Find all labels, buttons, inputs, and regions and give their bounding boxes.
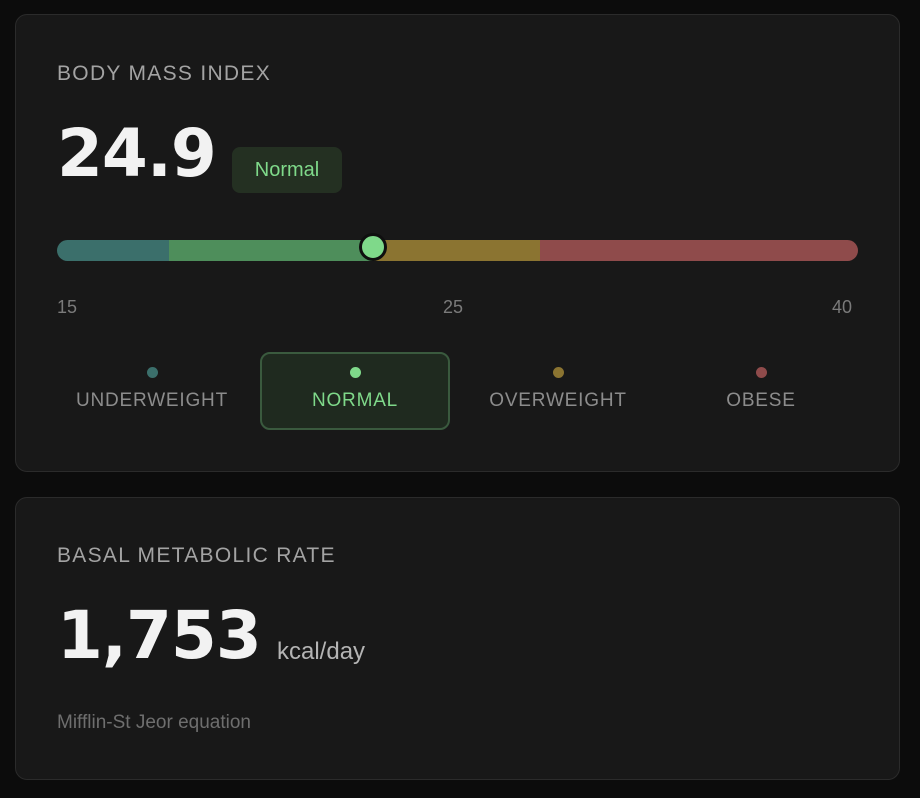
scale-min-label: 15 — [57, 297, 78, 317]
scale-segment-overweight — [374, 240, 540, 261]
bmi-title: BODY MASS INDEX — [57, 62, 271, 85]
category-label: UNDERWEIGHT — [75, 390, 228, 411]
bmi-marker[interactable] — [359, 233, 387, 261]
category-label: OBESE — [726, 390, 796, 411]
scale-segment-obese — [540, 240, 858, 261]
scale-max-label: 40 — [832, 297, 853, 317]
bmi-value: 24.9 — [57, 115, 217, 192]
underweight-dot-icon — [146, 367, 158, 378]
scale-mid-label: 25 — [443, 297, 464, 317]
bmr-formula-note: Mifflin-St Jeor equation — [57, 712, 251, 733]
bmr-value: 1,753 — [57, 597, 262, 674]
category-overweight[interactable]: OVERWEIGHT — [463, 352, 653, 430]
category-normal[interactable]: NORMAL — [260, 352, 450, 430]
bmr-title: BASAL METABOLIC RATE — [57, 544, 336, 567]
overweight-dot-icon — [552, 367, 564, 378]
bmr-unit: kcal/day — [277, 638, 366, 665]
category-label: OVERWEIGHT — [489, 390, 627, 411]
obese-dot-icon — [755, 367, 767, 378]
scale-segment-normal — [169, 240, 374, 261]
bmi-status-badge: Normal — [232, 147, 342, 193]
scale-segment-underweight — [57, 240, 169, 261]
bmi-scale-bar — [57, 240, 858, 261]
category-label: NORMAL — [311, 390, 399, 411]
bmr-card — [15, 497, 900, 780]
normal-dot-icon — [349, 367, 361, 378]
category-obese[interactable]: OBESE — [666, 352, 856, 430]
category-underweight[interactable]: UNDERWEIGHT — [57, 352, 247, 430]
